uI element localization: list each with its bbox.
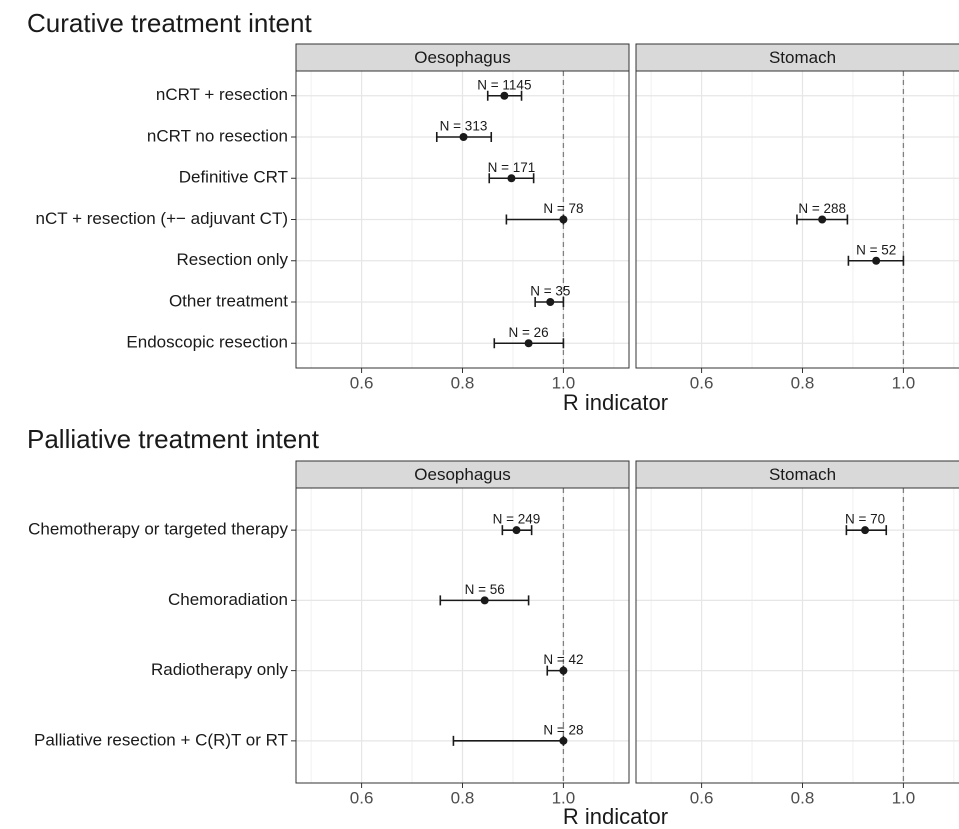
strip-label: Stomach	[769, 465, 836, 484]
x-tick-label: 1.0	[552, 373, 576, 392]
x-tick-label: 0.8	[451, 373, 475, 392]
n-label: N = 52	[856, 242, 896, 257]
category-label: Other treatment	[169, 291, 288, 310]
point	[559, 736, 568, 745]
point	[524, 339, 533, 348]
x-axis-title: R indicator	[563, 390, 668, 415]
x-tick-label: 0.6	[350, 788, 374, 807]
category-label: Palliative resection + C(R)T or RT	[34, 730, 288, 749]
category-label: Chemotherapy or targeted therapy	[28, 520, 288, 539]
x-tick-label: 0.8	[791, 373, 815, 392]
category-label: Definitive CRT	[179, 168, 288, 187]
n-label: N = 313	[440, 119, 488, 134]
x-tick-label: 0.8	[791, 788, 815, 807]
point	[861, 526, 870, 535]
x-tick-label: 0.6	[690, 788, 714, 807]
strip	[635, 460, 959, 489]
n-label: N = 28	[543, 722, 583, 737]
x-tick-label: 1.0	[892, 788, 916, 807]
n-label: N = 42	[543, 652, 583, 667]
strip	[635, 43, 959, 72]
point	[480, 596, 489, 605]
chart-title: Curative treatment intent	[27, 8, 312, 38]
point	[500, 91, 509, 100]
category-label: Endoscopic resection	[126, 333, 288, 352]
strip-label: Stomach	[769, 48, 836, 67]
category-label: nCRT no resection	[147, 126, 288, 145]
n-label: N = 35	[530, 284, 570, 299]
x-axis-title: R indicator	[563, 804, 668, 829]
point	[559, 215, 568, 224]
n-label: N = 288	[798, 201, 846, 216]
point	[507, 174, 516, 183]
category-label: nCT + resection (+− adjuvant CT)	[36, 209, 288, 228]
chart-title: Palliative treatment intent	[27, 424, 320, 454]
category-label: Radiotherapy only	[151, 660, 289, 679]
n-label: N = 56	[465, 582, 505, 597]
point	[546, 298, 555, 306]
x-tick-label: 1.0	[892, 373, 916, 392]
n-label: N = 249	[493, 512, 541, 527]
point	[512, 526, 521, 535]
category-label: Resection only	[176, 250, 288, 269]
n-label: N = 171	[488, 160, 536, 175]
point	[872, 256, 881, 265]
x-tick-label: 0.8	[451, 788, 475, 807]
n-label: N = 78	[543, 201, 583, 216]
x-tick-label: 1.0	[552, 788, 576, 807]
point	[559, 666, 568, 675]
x-tick-label: 0.6	[350, 373, 374, 392]
n-label: N = 1145	[477, 77, 531, 92]
strip-label: Oesophagus	[414, 465, 510, 484]
n-label: N = 26	[509, 325, 549, 340]
point	[459, 133, 468, 141]
strip-label: Oesophagus	[414, 48, 510, 67]
category-label: Chemoradiation	[168, 590, 288, 609]
x-tick-label: 0.6	[690, 373, 714, 392]
panel-border	[635, 487, 959, 784]
category-label: nCRT + resection	[156, 85, 288, 104]
n-label: N = 70	[845, 512, 885, 527]
point	[818, 215, 827, 224]
